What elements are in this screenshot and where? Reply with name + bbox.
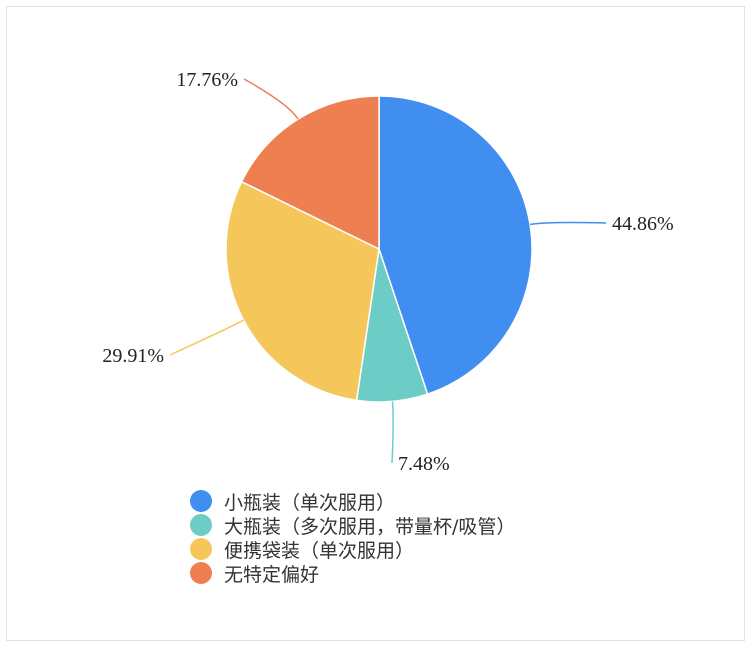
data-label: 29.91% <box>102 345 164 367</box>
legend-marker <box>190 562 212 584</box>
legend-label: 便携袋装（单次服用） <box>224 539 415 562</box>
leader-line <box>391 401 394 464</box>
leader-line <box>169 319 244 356</box>
legend-item: 便携袋装（单次服用） <box>190 537 515 562</box>
legend-label: 大瓶装（多次服用，带量杯/吸管） <box>224 515 516 538</box>
legend-item: 大瓶装（多次服用，带量杯/吸管） <box>190 513 516 538</box>
legend-marker <box>190 490 212 512</box>
data-label: 17.76% <box>176 69 238 91</box>
legend-marker <box>190 538 212 560</box>
pie-slice <box>225 180 380 402</box>
data-label: 44.86% <box>612 213 674 235</box>
pie-slice <box>240 95 380 251</box>
data-label: 7.48% <box>398 453 450 475</box>
legend-item: 无特定偏好 <box>190 561 515 586</box>
legend-item: 小瓶装（单次服用） <box>190 489 515 514</box>
pie-slice <box>378 95 533 396</box>
legend-marker <box>190 514 212 536</box>
legend: 小瓶装（单次服用） 大瓶装（多次服用，带量杯/吸管） 便携袋装（单次服用） 无特定偏好 <box>190 489 516 586</box>
leader-line <box>243 78 299 120</box>
legend-label: 无特定偏好 <box>224 563 320 586</box>
legend-label: 小瓶装（单次服用） <box>224 491 396 514</box>
leader-line <box>529 221 607 226</box>
frame-border <box>6 6 745 641</box>
